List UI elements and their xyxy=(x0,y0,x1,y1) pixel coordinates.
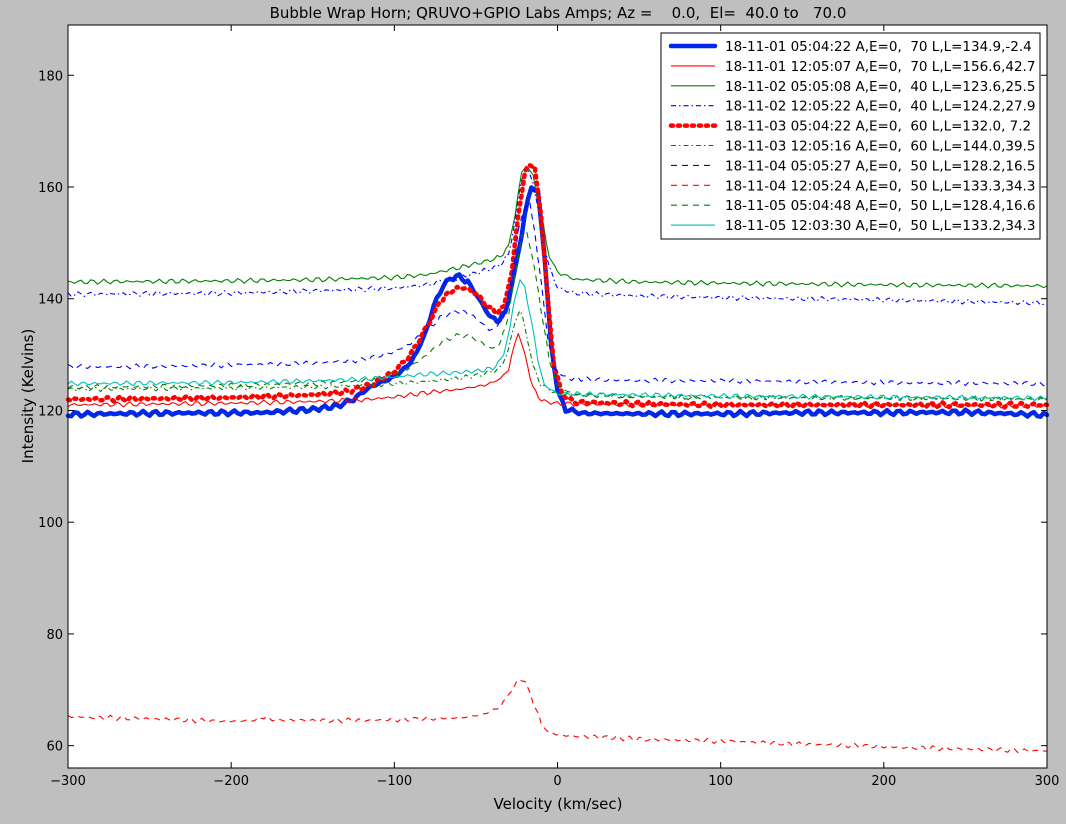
series-line-5 xyxy=(65,162,1050,410)
series-line-9 xyxy=(67,230,1048,402)
legend-label: 18-11-02 12:05:22 A,E=0, 40 L,L=124.2,27… xyxy=(725,99,1035,115)
legend-label: 18-11-05 05:04:48 A,E=0, 50 L,L=128.4,16… xyxy=(725,198,1035,214)
y-axis-title: Intensity (Kelvins) xyxy=(19,329,37,464)
y-tick-label: 160 xyxy=(38,181,63,196)
series-line-7 xyxy=(67,201,1048,387)
series-line-3 xyxy=(67,165,1048,289)
legend-label: 18-11-02 05:05:08 A,E=0, 40 L,L=123.6,25… xyxy=(725,79,1035,95)
x-axis-title: Velocity (km/sec) xyxy=(494,795,623,813)
legend-box xyxy=(660,32,1041,240)
legend-label: 18-11-05 12:03:30 A,E=0, 50 L,L=133.2,34… xyxy=(725,218,1035,234)
y-tick-label: 140 xyxy=(38,293,63,308)
x-tick-label: 200 xyxy=(871,774,896,789)
legend: 18-11-01 05:04:22 A,E=0, 70 L,L=134.9,-2… xyxy=(660,32,1041,240)
y-tick-label: 60 xyxy=(46,740,63,755)
x-tick-label: 300 xyxy=(1035,774,1060,789)
series-line-6 xyxy=(67,310,1048,402)
plot-frame xyxy=(67,24,1048,769)
legend-label: 18-11-04 05:05:27 A,E=0, 50 L,L=128.2,16… xyxy=(725,158,1035,174)
y-tick-label: 100 xyxy=(38,516,63,531)
legend-label: 18-11-03 12:05:16 A,E=0, 60 L,L=144.0,39… xyxy=(725,139,1035,155)
legend-label: 18-11-04 12:05:24 A,E=0, 50 L,L=133.3,34… xyxy=(725,178,1035,194)
chart-title: Bubble Wrap Horn; QRUVO+GPIO Labs Amps; … xyxy=(270,4,847,22)
x-tick-label: 0 xyxy=(553,774,561,789)
series-layer xyxy=(65,162,1050,753)
x-tick-label: −100 xyxy=(376,774,412,789)
x-tick-label: 100 xyxy=(708,774,733,789)
y-tick-label: 180 xyxy=(38,69,63,84)
axis-ticks: −300 −200 −100 0 100 200 300 60 80 100 120 140 160 18… xyxy=(38,25,1059,789)
legend-label: 18-11-01 12:05:07 A,E=0, 70 L,L=156.6,42… xyxy=(725,59,1035,75)
legend-label: 18-11-03 05:04:22 A,E=0, 60 L,L=132.0, 7… xyxy=(725,119,1031,135)
series-line-10 xyxy=(67,279,1048,401)
x-tick-label: −300 xyxy=(50,774,86,789)
series-line-8 xyxy=(67,679,1048,753)
x-tick-label: −200 xyxy=(213,774,249,789)
y-tick-label: 80 xyxy=(46,628,63,643)
y-tick-label: 120 xyxy=(38,404,63,419)
legend-label: 18-11-01 05:04:22 A,E=0, 70 L,L=134.9,-2… xyxy=(725,39,1032,55)
